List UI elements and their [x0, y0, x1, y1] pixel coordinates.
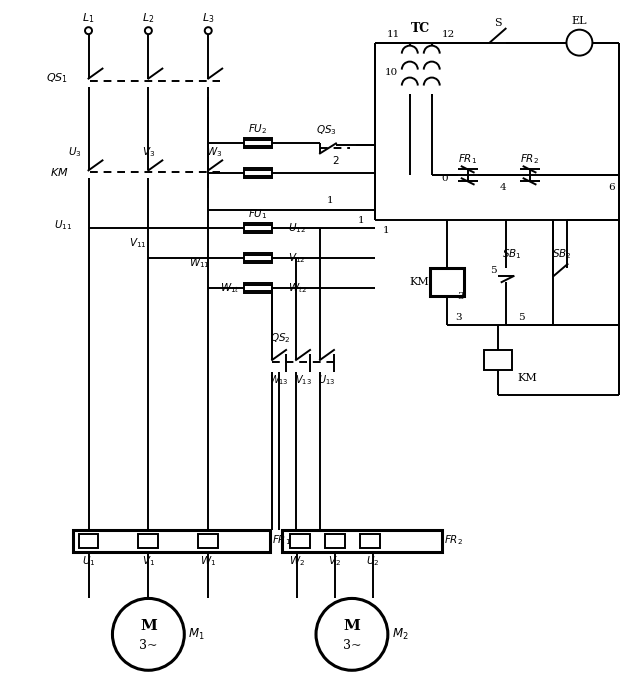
- Text: 1: 1: [327, 196, 333, 205]
- Bar: [73, 530, 270, 551]
- Text: 5: 5: [518, 313, 525, 321]
- Text: KM: KM: [517, 373, 537, 383]
- Bar: [78, 533, 98, 547]
- Text: $U_3$: $U_3$: [68, 146, 82, 159]
- Text: $FR_2$: $FR_2$: [443, 534, 463, 547]
- Bar: [325, 533, 345, 547]
- Text: $V_{13}$: $V_{13}$: [295, 373, 311, 387]
- Bar: [244, 168, 272, 178]
- Text: 1: 1: [383, 225, 389, 235]
- Text: KM: KM: [410, 277, 429, 287]
- Bar: [282, 530, 441, 551]
- Text: $SB_2$: $SB_2$: [552, 247, 571, 261]
- Text: 1: 1: [359, 216, 365, 225]
- Text: $U_1$: $U_1$: [82, 555, 95, 568]
- Text: $FU_1$: $FU_1$: [248, 207, 268, 221]
- Circle shape: [112, 599, 184, 670]
- Bar: [290, 533, 310, 547]
- Text: 11: 11: [387, 30, 400, 39]
- Text: $V_{11}$: $V_{11}$: [129, 236, 146, 250]
- Text: $V_3$: $V_3$: [142, 146, 155, 159]
- Text: 3: 3: [456, 313, 462, 321]
- Text: $V_{12}$: $V_{12}$: [288, 251, 306, 265]
- Text: 3: 3: [457, 292, 464, 300]
- Text: $V_1$: $V_1$: [142, 555, 155, 568]
- Circle shape: [567, 30, 593, 55]
- Text: $FU_2$: $FU_2$: [248, 123, 268, 136]
- Text: 0: 0: [441, 174, 449, 183]
- Circle shape: [316, 599, 388, 670]
- Text: S: S: [494, 18, 501, 28]
- Text: $QS_3$: $QS_3$: [316, 124, 336, 137]
- Text: $M_1$: $M_1$: [188, 627, 205, 642]
- Bar: [244, 283, 272, 293]
- Bar: [244, 223, 272, 234]
- Text: $KM$: $KM$: [50, 166, 68, 178]
- Text: 4: 4: [500, 183, 506, 192]
- Text: $W_{11}$: $W_{11}$: [189, 256, 211, 270]
- Text: $W_{13}$: $W_{13}$: [269, 373, 289, 387]
- Text: $V_2$: $V_2$: [329, 555, 341, 568]
- Text: $L_3$: $L_3$: [202, 11, 214, 24]
- Text: $QS_2$: $QS_2$: [270, 331, 291, 345]
- Text: 5: 5: [491, 266, 497, 275]
- Text: $W_3$: $W_3$: [206, 146, 223, 159]
- Text: $U_{11}$: $U_{11}$: [54, 218, 73, 232]
- Text: $U_{13}$: $U_{13}$: [318, 373, 336, 387]
- Text: $W_{1t}$: $W_{1t}$: [220, 281, 240, 295]
- Text: $SB_1$: $SB_1$: [501, 247, 521, 261]
- Bar: [138, 533, 158, 547]
- Text: 6: 6: [608, 183, 614, 192]
- Bar: [198, 533, 218, 547]
- Text: 12: 12: [441, 30, 455, 39]
- Circle shape: [85, 27, 92, 34]
- Bar: [430, 268, 464, 296]
- Circle shape: [205, 27, 212, 34]
- Text: $U_2$: $U_2$: [366, 555, 380, 568]
- Bar: [244, 138, 272, 148]
- Text: 3~: 3~: [343, 639, 361, 652]
- Text: 10: 10: [385, 68, 399, 77]
- Circle shape: [145, 27, 152, 34]
- Text: $M_2$: $M_2$: [392, 627, 408, 642]
- Text: $W_1$: $W_1$: [200, 555, 216, 568]
- Text: TC: TC: [411, 22, 431, 35]
- Bar: [244, 253, 272, 263]
- Text: $L_2$: $L_2$: [142, 11, 154, 24]
- Text: $FR_2$: $FR_2$: [520, 153, 539, 166]
- Text: M: M: [140, 620, 157, 633]
- Text: EL: EL: [572, 16, 587, 26]
- Text: 3~: 3~: [139, 639, 158, 652]
- Text: $U_{12}$: $U_{12}$: [288, 221, 306, 235]
- Text: $W_{t2}$: $W_{t2}$: [288, 281, 307, 295]
- Text: $FR_1$: $FR_1$: [272, 534, 292, 547]
- Text: $QS_1$: $QS_1$: [47, 72, 68, 86]
- Bar: [484, 350, 512, 370]
- Text: $FR_1$: $FR_1$: [458, 153, 477, 166]
- Text: $L_1$: $L_1$: [82, 11, 94, 24]
- Text: M: M: [343, 620, 360, 633]
- Text: $W_2$: $W_2$: [289, 555, 305, 568]
- Bar: [360, 533, 380, 547]
- Text: $2$: $2$: [332, 155, 339, 166]
